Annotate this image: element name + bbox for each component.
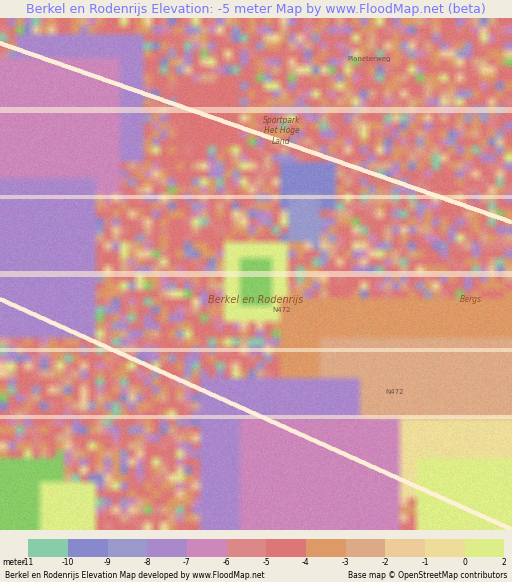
Bar [306,539,346,557]
Text: meter: meter [3,558,26,567]
Text: Base map © OpenStreetMap contributors: Base map © OpenStreetMap contributors [348,572,507,580]
Text: 0: 0 [462,558,467,567]
Text: Berkel en Rodenrijs: Berkel en Rodenrijs [208,294,304,304]
Text: -10: -10 [61,558,74,567]
Bar [68,539,108,557]
Text: N472: N472 [385,389,403,395]
Text: -11: -11 [22,558,34,567]
Bar [425,539,465,557]
Bar [266,539,306,557]
Text: Planeterweg: Planeterweg [347,56,390,62]
Text: -5: -5 [263,558,270,567]
Bar [226,539,266,557]
Text: N472: N472 [272,307,291,313]
Bar [465,539,504,557]
Text: -6: -6 [223,558,230,567]
Text: -3: -3 [342,558,349,567]
Bar [108,539,147,557]
Bar [187,539,226,557]
Text: -8: -8 [143,558,151,567]
Bar [346,539,385,557]
Text: Berkel en Rodenrijs Elevation Map developed by www.FloodMap.net: Berkel en Rodenrijs Elevation Map develo… [5,572,265,580]
Text: Berkel en Rodenrijs Elevation: -5 meter Map by www.FloodMap.net (beta): Berkel en Rodenrijs Elevation: -5 meter … [26,3,486,16]
Text: -4: -4 [302,558,310,567]
Text: -9: -9 [104,558,111,567]
Text: -7: -7 [183,558,190,567]
Text: -2: -2 [381,558,389,567]
Text: -1: -1 [421,558,429,567]
Bar [386,539,425,557]
Bar [147,539,187,557]
Bar [28,539,68,557]
Text: 2: 2 [502,558,507,567]
Text: Sportpark
Het Hoge
Land: Sportpark Het Hoge Land [263,116,301,146]
Text: Bergs: Bergs [460,295,482,304]
